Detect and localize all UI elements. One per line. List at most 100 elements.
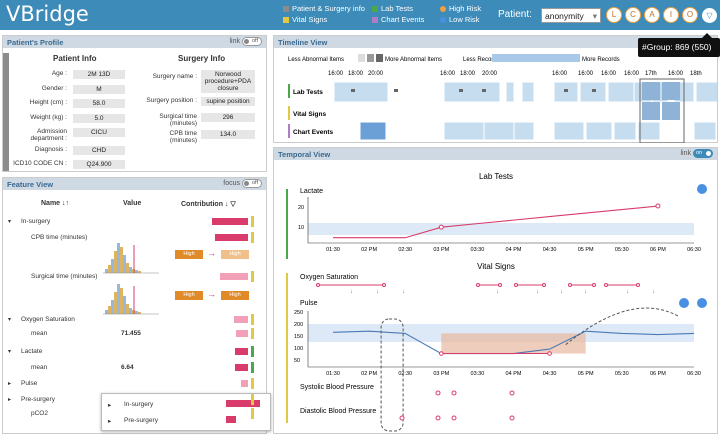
x-tick-label: 05:30 xyxy=(615,247,629,253)
hour-label: 16:00 xyxy=(601,71,617,77)
temporal-view-svg[interactable]: Lab Tests Vital Signs Lactate 20 10 01:30 02 P… xyxy=(274,161,717,433)
histogram-bar xyxy=(135,270,138,273)
temporal-view-panel: Temporal View link on Lab Tests Vital Sign… xyxy=(273,147,718,434)
selected-cell xyxy=(662,82,680,100)
tooltip-label: #Group: xyxy=(642,42,673,52)
col-name-header[interactable]: Name ↓↑ xyxy=(41,200,69,207)
oxygen-point xyxy=(316,283,320,287)
toggle-switch[interactable]: off xyxy=(242,179,262,188)
link-toggle[interactable]: link off xyxy=(229,37,262,46)
histogram-bar xyxy=(123,296,126,314)
patient-info-value: 58.0 xyxy=(73,99,125,108)
oxygen-arrow-icon: ↓ xyxy=(584,289,587,295)
legend-label: High Risk xyxy=(449,4,482,13)
expand-icon[interactable]: ▾ xyxy=(8,317,12,323)
patient-info-label: Height (cm) : xyxy=(29,99,67,106)
x-tick-label: 04 PM xyxy=(506,371,522,377)
expand-icon[interactable]: ▸ xyxy=(8,397,12,403)
focus-toggle[interactable]: focus off xyxy=(223,179,262,188)
lab-tests-section-title: Lab Tests xyxy=(479,172,513,181)
timeline-svg[interactable]: Less Abnormal Items More Abnormal Items Le… xyxy=(274,49,717,143)
expand-icon[interactable]: ▸ xyxy=(8,381,12,387)
arrow-right-icon: → xyxy=(207,289,216,299)
arrow-right-icon: → xyxy=(207,248,216,258)
legend-dot xyxy=(440,16,446,23)
lactate-point xyxy=(438,224,444,230)
lactate-line xyxy=(333,205,658,239)
less-abnormal-label: Less Abnormal Items xyxy=(288,57,344,63)
risk-circle-c[interactable]: C xyxy=(625,7,641,23)
toggle-label: link xyxy=(680,150,691,157)
filter-icon[interactable]: ▽ xyxy=(230,201,236,208)
histogram-bar xyxy=(117,243,120,273)
timeline-row-label: Lab Tests xyxy=(293,89,323,96)
risk-circle-a[interactable]: A xyxy=(644,7,660,23)
shift-arrow xyxy=(565,307,679,345)
legend-swatch xyxy=(367,54,374,62)
legend-low-risk: Low Risk xyxy=(440,15,479,24)
category-stripe xyxy=(3,53,9,171)
patient-info-value: CICU xyxy=(73,128,125,137)
risk-circle-l[interactable]: L xyxy=(606,7,622,23)
vital-signs-section-title: Vital Signs xyxy=(477,262,515,271)
popup-expand-icon[interactable]: ▸ xyxy=(108,418,112,425)
expand-icon[interactable]: ▾ xyxy=(8,219,12,225)
link-toggle[interactable]: link on xyxy=(680,149,713,158)
col-contribution-header[interactable]: Contribution ↓ ▽ xyxy=(181,200,236,208)
tooltip-value: 869 (550) xyxy=(675,42,712,52)
bp-point xyxy=(509,415,515,421)
category-marker xyxy=(251,408,254,419)
panel-title: Timeline View xyxy=(274,36,717,48)
histogram-bar xyxy=(111,300,114,314)
x-tick-label: 06:30 xyxy=(687,247,701,253)
contribution-bar xyxy=(215,234,248,241)
panel-title: Patient's Profile link off xyxy=(3,36,266,48)
chevron-down-icon: ▾ xyxy=(592,11,597,21)
pulse-label: Pulse xyxy=(300,300,318,307)
risk-circle-o[interactable]: O xyxy=(682,7,698,23)
app-header: VBridge Patient & Surgery info Vital Sig… xyxy=(0,0,720,30)
x-tick-label: 03:30 xyxy=(471,247,485,253)
timeline-block xyxy=(585,121,613,141)
oxygen-arrow-icon: ↓ xyxy=(652,289,655,295)
popup-row-label: In-surgery xyxy=(124,401,154,408)
surgery-info-title: Surgery Info xyxy=(178,54,226,63)
risk-circle-i[interactable]: I xyxy=(663,7,679,23)
row-marker xyxy=(288,106,290,120)
hour-label: 16:00 xyxy=(624,71,640,77)
pin-icon xyxy=(697,184,707,194)
popup-expand-icon[interactable]: ▸ xyxy=(108,402,112,409)
timeline-block xyxy=(613,121,637,141)
oxygen-point xyxy=(514,283,518,287)
feature-view-panel: Feature View focus off Name ↓↑ Value Cont… xyxy=(2,177,271,434)
legend-dot xyxy=(440,5,446,12)
x-tick-label: 04 PM xyxy=(506,247,522,253)
hour-label: 16:00 xyxy=(440,71,456,77)
popup-row-label: Pre-surgery xyxy=(124,417,158,424)
toggle-switch[interactable]: off xyxy=(242,37,262,46)
sort-icon[interactable]: ↓↑ xyxy=(62,200,70,207)
x-tick-label: 06:30 xyxy=(687,371,701,377)
histogram-bar xyxy=(138,312,141,314)
feature-name: pCO2 xyxy=(31,410,48,417)
high-badge: High xyxy=(175,250,203,259)
hour-label: 17th xyxy=(645,71,657,77)
bp-point xyxy=(451,415,457,421)
x-tick-label: 03 PM xyxy=(433,371,449,377)
highlight-region xyxy=(441,333,586,354)
category-marker xyxy=(251,362,254,373)
abnormal-mark xyxy=(394,89,398,92)
filter-icon[interactable]: ▽ xyxy=(702,8,717,23)
expand-icon[interactable]: ▾ xyxy=(8,349,12,355)
histogram-bar xyxy=(117,284,120,314)
sort-down-icon[interactable]: ↓ xyxy=(224,201,229,208)
vital-category-stripe xyxy=(286,273,288,423)
toggle-switch[interactable]: on xyxy=(693,149,713,158)
surgery-info-value: Norwood procedure+PDA closure xyxy=(201,70,255,93)
timeline-block xyxy=(443,121,485,141)
legend-swatch xyxy=(372,5,378,12)
oxygen-arrow-icon: ↓ xyxy=(626,289,629,295)
oxygen-point xyxy=(476,283,480,287)
panel-title-text: Temporal View xyxy=(278,150,331,159)
patient-select[interactable]: anonymity ▾ xyxy=(541,8,601,23)
